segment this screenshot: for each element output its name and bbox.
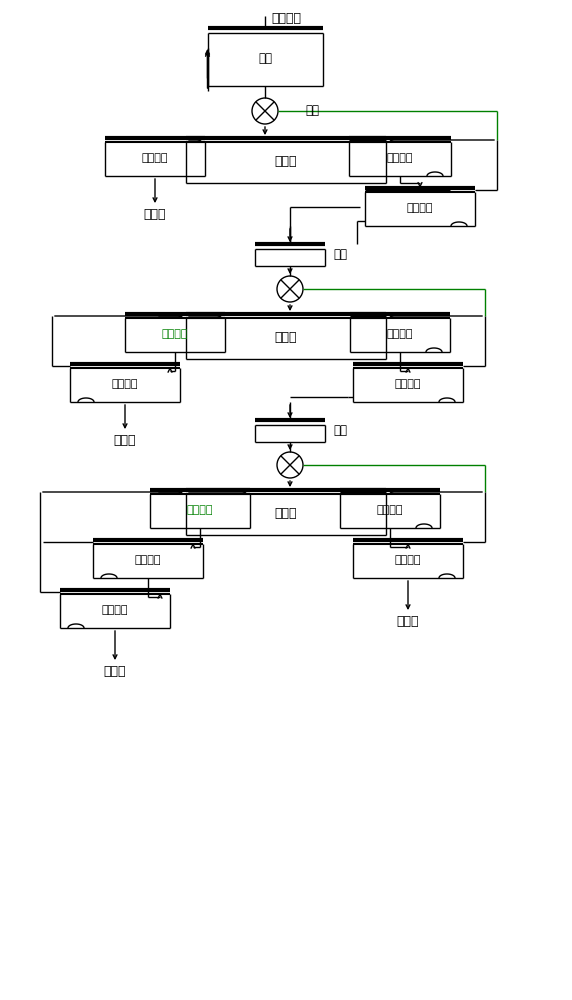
Text: 二次精选: 二次精选 xyxy=(112,379,138,389)
Text: 氯化尾渣: 氯化尾渣 xyxy=(271,12,301,25)
Text: 一次扫选: 一次扫选 xyxy=(377,505,403,515)
Text: 二次精选: 二次精选 xyxy=(135,555,161,565)
Text: 浓缩: 浓缩 xyxy=(333,248,347,261)
Text: 二次扫选: 二次扫选 xyxy=(395,379,421,389)
Text: 铜粗选: 铜粗选 xyxy=(275,331,297,344)
Text: 浓缩: 浓缩 xyxy=(333,424,347,438)
Text: 二次扫选: 二次扫选 xyxy=(395,555,421,565)
Text: 浓缩: 浓缩 xyxy=(258,52,272,66)
Text: 一次精选: 一次精选 xyxy=(142,153,168,163)
Text: 鲛精矿: 鲛精矿 xyxy=(144,208,166,221)
Text: 二次扫选: 二次扫选 xyxy=(407,203,433,213)
Text: 锡精矿: 锡精矿 xyxy=(104,665,126,678)
Text: 一次精选: 一次精选 xyxy=(162,329,188,339)
Text: 一次精选: 一次精选 xyxy=(186,505,213,515)
Text: 鲛粗选: 鲛粗选 xyxy=(275,155,297,168)
Text: 硫精矿: 硫精矿 xyxy=(397,615,419,628)
Text: 搅拌: 搅拌 xyxy=(305,104,319,117)
Text: 三次精选: 三次精选 xyxy=(102,605,128,615)
Text: 铜精矿: 铜精矿 xyxy=(114,434,136,447)
Text: 一次扫选: 一次扫选 xyxy=(387,153,413,163)
Text: 锡粗选: 锡粗选 xyxy=(275,507,297,520)
Text: 一次扫选: 一次扫选 xyxy=(387,329,413,339)
